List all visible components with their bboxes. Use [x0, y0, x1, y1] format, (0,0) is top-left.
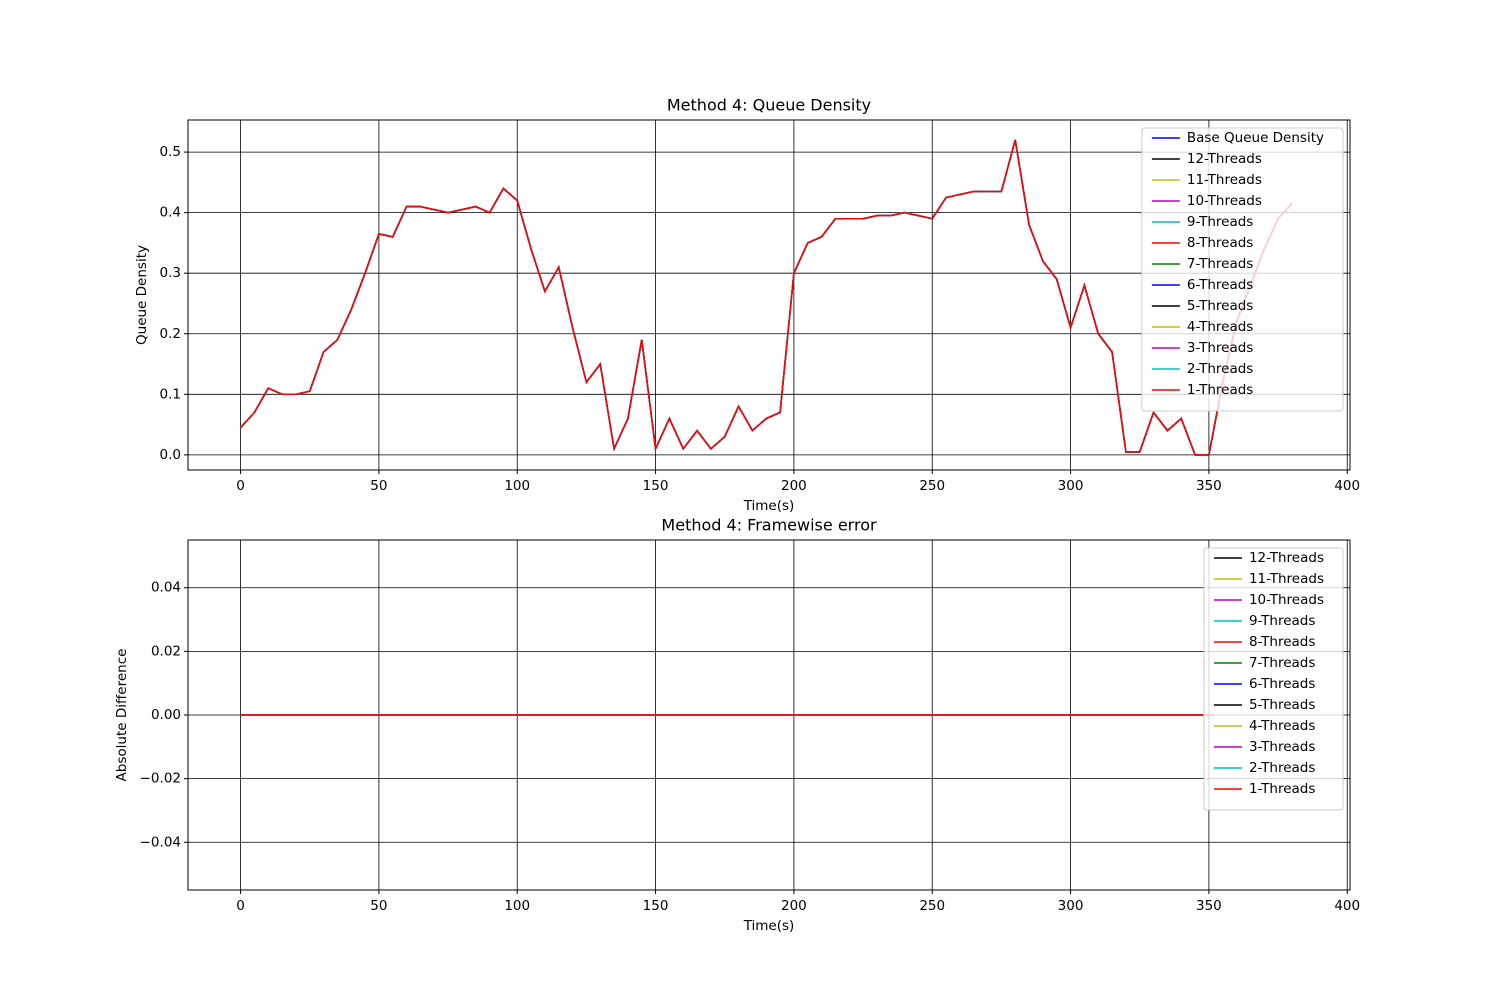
- series-line: [240, 139, 1293, 456]
- legend-label: 2-Threads: [1249, 760, 1315, 776]
- y-tick-label: −0.04: [140, 834, 181, 850]
- legend-label: 1-Threads: [1249, 781, 1315, 797]
- legend-label: 3-Threads: [1249, 739, 1315, 755]
- legend-label: 9-Threads: [1187, 214, 1253, 230]
- legend-label: 7-Threads: [1187, 256, 1253, 272]
- legend-label: 7-Threads: [1249, 655, 1315, 671]
- chart-title: Method 4: Queue Density: [667, 96, 871, 115]
- x-tick-label: 400: [1334, 478, 1360, 494]
- x-tick-label: 250: [919, 478, 945, 494]
- y-tick-label: 0.4: [160, 205, 181, 221]
- legend-label: 6-Threads: [1249, 676, 1315, 692]
- legend: 12-Threads 11-Threads 10-Threads 9-Threads 8…: [1203, 547, 1344, 811]
- x-tick-label: 350: [1196, 478, 1222, 494]
- x-tick-label: 300: [1058, 478, 1084, 494]
- legend-label: 8-Threads: [1249, 634, 1315, 650]
- legend-label: 1-Threads: [1187, 382, 1253, 398]
- y-tick-label: 0.2: [160, 326, 181, 342]
- x-tick-label: 200: [781, 898, 807, 914]
- y-tick-label: −0.02: [140, 771, 181, 787]
- x-tick-label: 200: [781, 478, 807, 494]
- legend-label: 10-Threads: [1187, 193, 1262, 209]
- legend-box: [1203, 547, 1344, 811]
- y-axis-label: Absolute Difference: [114, 649, 130, 782]
- x-tick-label: 300: [1058, 898, 1084, 914]
- x-tick-label: 100: [504, 478, 530, 494]
- legend-label: 4-Threads: [1249, 718, 1315, 734]
- x-tick-label: 0: [236, 478, 245, 494]
- legend-label: 10-Threads: [1249, 592, 1324, 608]
- legend-label: 6-Threads: [1187, 277, 1253, 293]
- x-axis-label: Time(s): [743, 498, 795, 514]
- legend-label: 3-Threads: [1187, 340, 1253, 356]
- x-axis-label: Time(s): [743, 918, 795, 934]
- legend-label: 12-Threads: [1187, 151, 1262, 167]
- x-tick-label: 0: [236, 898, 245, 914]
- y-tick-label: 0.02: [151, 643, 181, 659]
- legend-label: 2-Threads: [1187, 361, 1253, 377]
- legend-label: 11-Threads: [1249, 571, 1324, 587]
- y-tick-label: 0.00: [151, 707, 181, 723]
- legend-label: 9-Threads: [1249, 613, 1315, 629]
- legend-box: [1141, 127, 1344, 412]
- axes-frame: [187, 539, 1351, 891]
- x-tick-label: 100: [504, 898, 530, 914]
- y-tick-label: 0.5: [160, 144, 181, 160]
- chart-title: Method 4: Framewise error: [661, 516, 877, 535]
- y-tick-label: 0.3: [160, 265, 181, 281]
- x-tick-label: 150: [643, 478, 669, 494]
- y-axis-label: Queue Density: [134, 245, 150, 345]
- y-tick-label: 0.1: [160, 386, 181, 402]
- legend-label: 5-Threads: [1249, 697, 1315, 713]
- legend-label: Base Queue Density: [1187, 130, 1324, 146]
- legend-label: 12-Threads: [1249, 550, 1324, 566]
- legend-label: 4-Threads: [1187, 319, 1253, 335]
- x-tick-label: 250: [919, 898, 945, 914]
- legend-label: 11-Threads: [1187, 172, 1262, 188]
- x-tick-label: 150: [643, 898, 669, 914]
- legend-label: 8-Threads: [1187, 235, 1253, 251]
- x-tick-label: 50: [370, 898, 387, 914]
- axes-frame: [187, 119, 1351, 471]
- x-tick-label: 350: [1196, 898, 1222, 914]
- x-tick-label: 50: [370, 478, 387, 494]
- legend-label: 5-Threads: [1187, 298, 1253, 314]
- x-tick-label: 400: [1334, 898, 1360, 914]
- legend: Base Queue Density 12-Threads 11-Threads 10…: [1141, 127, 1344, 412]
- y-tick-label: 0.04: [151, 580, 181, 596]
- y-tick-label: 0.0: [160, 447, 181, 463]
